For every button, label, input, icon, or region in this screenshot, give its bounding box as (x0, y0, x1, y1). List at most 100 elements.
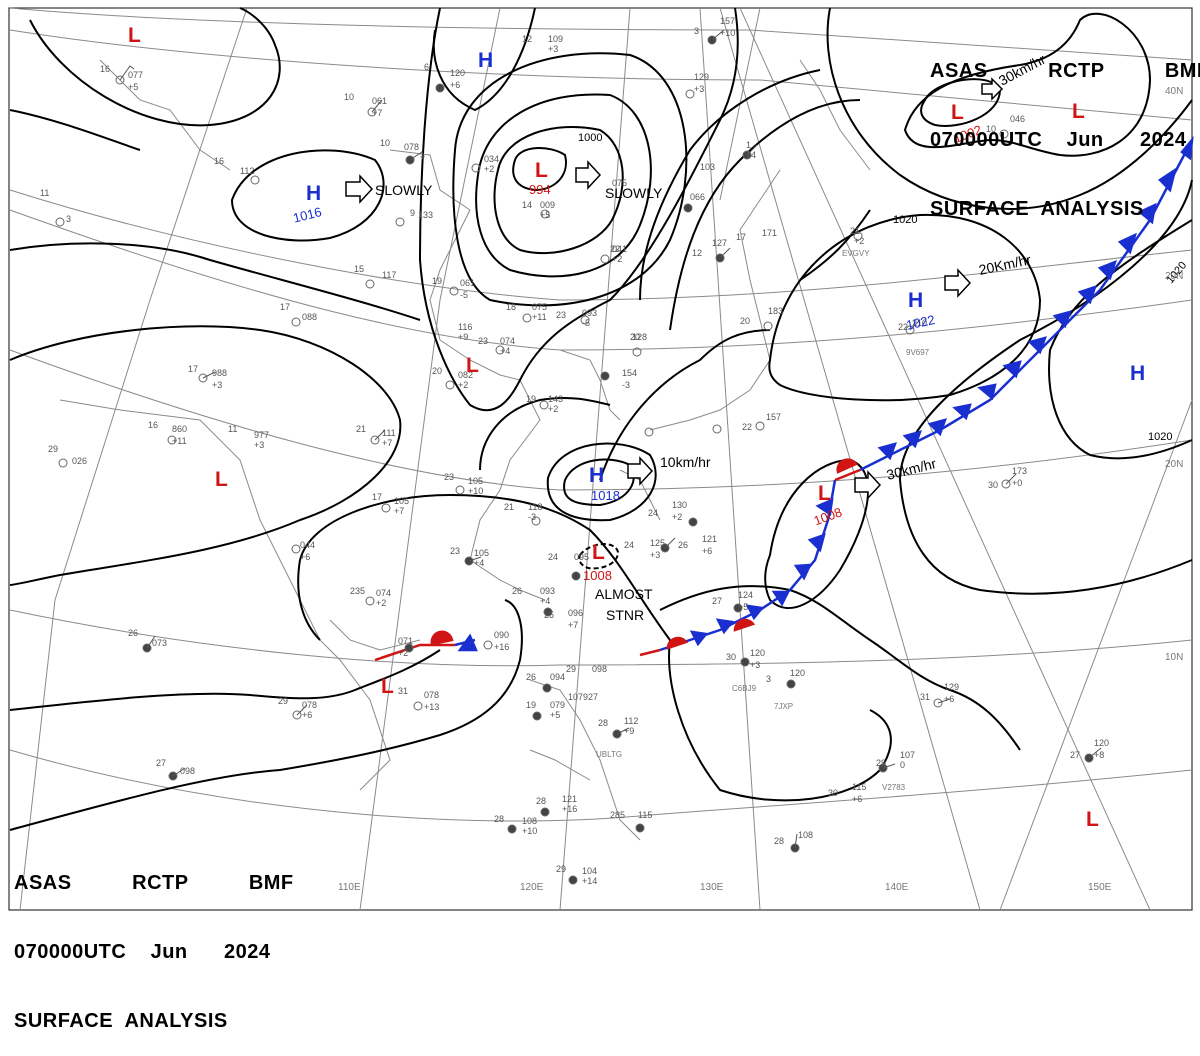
motion-label: 10km/hr (660, 454, 711, 470)
svg-text:079: 079 (550, 700, 565, 710)
high-symbol: H (908, 289, 923, 312)
lon-label: 140E (885, 882, 909, 893)
svg-text:095: 095 (574, 552, 589, 562)
svg-text:121: 121 (562, 794, 577, 804)
svg-text:+5: +5 (128, 82, 138, 92)
wind-barbs (119, 29, 1102, 849)
svg-text:127: 127 (712, 238, 727, 248)
svg-text:+10: +10 (468, 486, 483, 496)
svg-text:107927: 107927 (568, 692, 598, 702)
svg-text:171: 171 (762, 228, 777, 238)
svg-text:094: 094 (550, 672, 565, 682)
valid-time: 070000UTC (14, 941, 127, 963)
svg-text:23: 23 (444, 472, 454, 482)
low-symbol: L (951, 101, 964, 124)
low-symbol: L (381, 675, 394, 698)
pressure-value: 994 (529, 182, 551, 197)
svg-text:183: 183 (768, 306, 783, 316)
svg-text:27: 27 (156, 758, 166, 768)
svg-text:+13: +13 (424, 702, 439, 712)
svg-text:20: 20 (630, 332, 640, 342)
svg-text:+6: +6 (702, 546, 712, 556)
svg-text:22: 22 (898, 322, 908, 332)
svg-text:3: 3 (766, 674, 771, 684)
lat-label: 10N (1165, 652, 1183, 663)
svg-text:+3: +3 (212, 380, 222, 390)
svg-text:+4: +4 (474, 558, 484, 568)
svg-text:074: 074 (500, 336, 515, 346)
call-sign: C6BJ9 (732, 684, 757, 693)
svg-text:11: 11 (228, 424, 237, 434)
lat-label: 40N (1165, 86, 1183, 97)
pressure-value: 1016 (291, 204, 323, 226)
svg-text:034: 034 (484, 154, 499, 164)
svg-text:28: 28 (598, 718, 608, 728)
svg-text:+9: +9 (624, 726, 634, 736)
svg-text:21: 21 (356, 424, 366, 434)
svg-text:25: 25 (544, 610, 554, 620)
svg-text:3: 3 (66, 214, 71, 224)
warm-front (374, 458, 861, 662)
svg-text:115: 115 (852, 782, 866, 792)
svg-text:+2: +2 (398, 648, 408, 658)
svg-text:9: 9 (410, 208, 415, 218)
svg-text:041: 041 (612, 244, 627, 254)
svg-text:120: 120 (1094, 738, 1109, 748)
svg-text:14: 14 (746, 150, 756, 160)
isobars (9, 7, 1193, 831)
svg-text:046: 046 (1010, 114, 1025, 124)
svg-text:20: 20 (432, 366, 442, 376)
svg-text:19: 19 (526, 394, 536, 404)
chart-header-top: ASAS RCTP BMF 070000UTC Jun 2024 SURFACE… (930, 14, 1200, 244)
parallel-10n (9, 609, 1193, 667)
call-sign: V2783 (882, 783, 906, 792)
svg-text:075: 075 (532, 302, 547, 312)
low-symbol: L (592, 541, 605, 564)
svg-text:066: 066 (690, 192, 705, 202)
svg-text:+10: +10 (720, 28, 735, 38)
svg-text:12: 12 (522, 34, 532, 44)
svg-text:30: 30 (726, 652, 736, 662)
motion-label: SLOWLY (375, 182, 433, 198)
svg-text:112: 112 (240, 166, 254, 176)
svg-text:+2: +2 (376, 598, 386, 608)
svg-text:129: 129 (944, 682, 959, 692)
svg-text:+10: +10 (522, 826, 537, 836)
svg-text:+3: +3 (254, 440, 264, 450)
svg-text:117: 117 (382, 270, 396, 280)
motion-label: ALMOST (595, 586, 653, 602)
svg-text:133: 133 (418, 210, 433, 220)
svg-text:098: 098 (592, 664, 607, 674)
svg-text:090: 090 (494, 630, 509, 640)
meridian-130e (699, 7, 761, 911)
svg-text:128: 128 (632, 332, 647, 342)
valid-month: Jun (150, 941, 188, 963)
svg-text:130: 130 (672, 500, 687, 510)
svg-text:093: 093 (582, 308, 597, 318)
svg-text:+7: +7 (394, 506, 404, 516)
svg-text:+6: +6 (302, 710, 312, 720)
high-symbol: H (1130, 362, 1145, 385)
svg-text:+7: +7 (382, 438, 392, 448)
svg-text:29: 29 (556, 864, 566, 874)
svg-text:1: 1 (746, 140, 751, 150)
svg-text:+4: +4 (540, 596, 550, 606)
svg-text:+6: +6 (450, 80, 460, 90)
low-symbol: L (215, 468, 228, 491)
svg-text:31: 31 (398, 686, 408, 696)
low-symbol: L (818, 482, 831, 505)
svg-text:18: 18 (506, 302, 516, 312)
svg-text:860: 860 (172, 424, 187, 434)
bulletin-code: BMF (1164, 60, 1200, 82)
svg-text:+3: +3 (750, 660, 760, 670)
svg-text:+6: +6 (852, 794, 862, 804)
graticule (9, 7, 1193, 911)
meridian-150e (739, 7, 1151, 911)
valid-month: Jun (1066, 129, 1104, 151)
svg-text:24: 24 (648, 508, 658, 518)
svg-text:29: 29 (278, 696, 288, 706)
svg-text:16: 16 (148, 420, 158, 430)
svg-text:3: 3 (694, 26, 699, 36)
svg-text:+11: +11 (532, 312, 547, 322)
